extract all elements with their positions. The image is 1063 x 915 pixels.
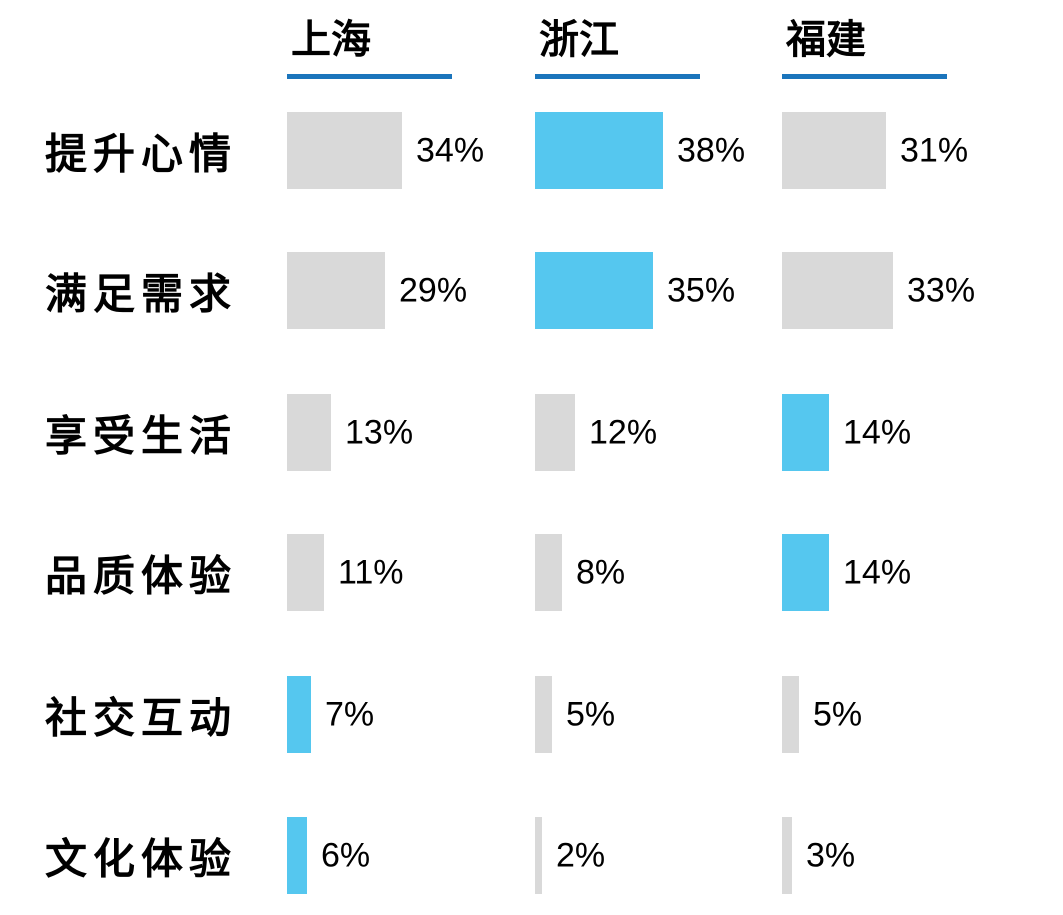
bar — [782, 252, 893, 329]
bar-highlighted — [782, 534, 829, 611]
bar — [287, 112, 402, 189]
bar-highlighted — [535, 112, 663, 189]
value-label: 2% — [556, 836, 606, 874]
value-label: 35% — [667, 271, 736, 309]
header-underline — [535, 74, 700, 79]
value-label: 8% — [576, 553, 626, 591]
column-header: 浙江 — [539, 17, 619, 62]
value-label: 38% — [677, 131, 746, 169]
column-header: 上海 — [291, 17, 371, 62]
bar — [535, 817, 542, 894]
chart-row: 社交互动 7% 5% 5% — [0, 676, 1063, 753]
bar — [287, 252, 385, 329]
value-label: 14% — [843, 413, 912, 451]
category-label: 社交互动 — [45, 696, 238, 742]
value-label: 29% — [399, 271, 468, 309]
bar-highlighted — [535, 252, 653, 329]
bar — [782, 817, 792, 894]
chart-row: 提升心情 34% 38% 31% — [0, 112, 1063, 189]
value-label: 13% — [345, 413, 414, 451]
value-label: 5% — [566, 695, 616, 733]
header-underline — [287, 74, 452, 79]
chart-row: 品质体验 11% 8% 14% — [0, 534, 1063, 611]
bar — [287, 394, 331, 471]
chart-row: 享受生活 13% 12% 14% — [0, 394, 1063, 471]
bar — [535, 534, 562, 611]
category-label: 提升心情 — [45, 132, 238, 178]
category-label: 满足需求 — [45, 272, 238, 318]
value-label: 3% — [806, 836, 856, 874]
bar — [287, 534, 324, 611]
header-underline — [782, 74, 947, 79]
bar — [535, 676, 552, 753]
bar-highlighted — [287, 817, 307, 894]
value-label: 12% — [589, 413, 658, 451]
value-label: 5% — [813, 695, 863, 733]
value-label: 14% — [843, 553, 912, 591]
value-label: 34% — [416, 131, 485, 169]
bar-highlighted — [287, 676, 311, 753]
bar-highlighted — [782, 394, 829, 471]
value-label: 33% — [907, 271, 976, 309]
chart-row: 文化体验 6% 2% 3% — [0, 817, 1063, 894]
bar — [782, 676, 799, 753]
category-label: 品质体验 — [45, 554, 238, 600]
category-label: 享受生活 — [45, 414, 238, 460]
chart-row: 满足需求 29% 35% 33% — [0, 252, 1063, 329]
bar — [782, 112, 886, 189]
value-label: 7% — [325, 695, 375, 733]
value-label: 31% — [900, 131, 969, 169]
bar — [535, 394, 575, 471]
column-header: 福建 — [786, 17, 866, 62]
category-label: 文化体验 — [45, 837, 238, 883]
value-label: 6% — [321, 836, 371, 874]
value-label: 11% — [338, 553, 404, 591]
